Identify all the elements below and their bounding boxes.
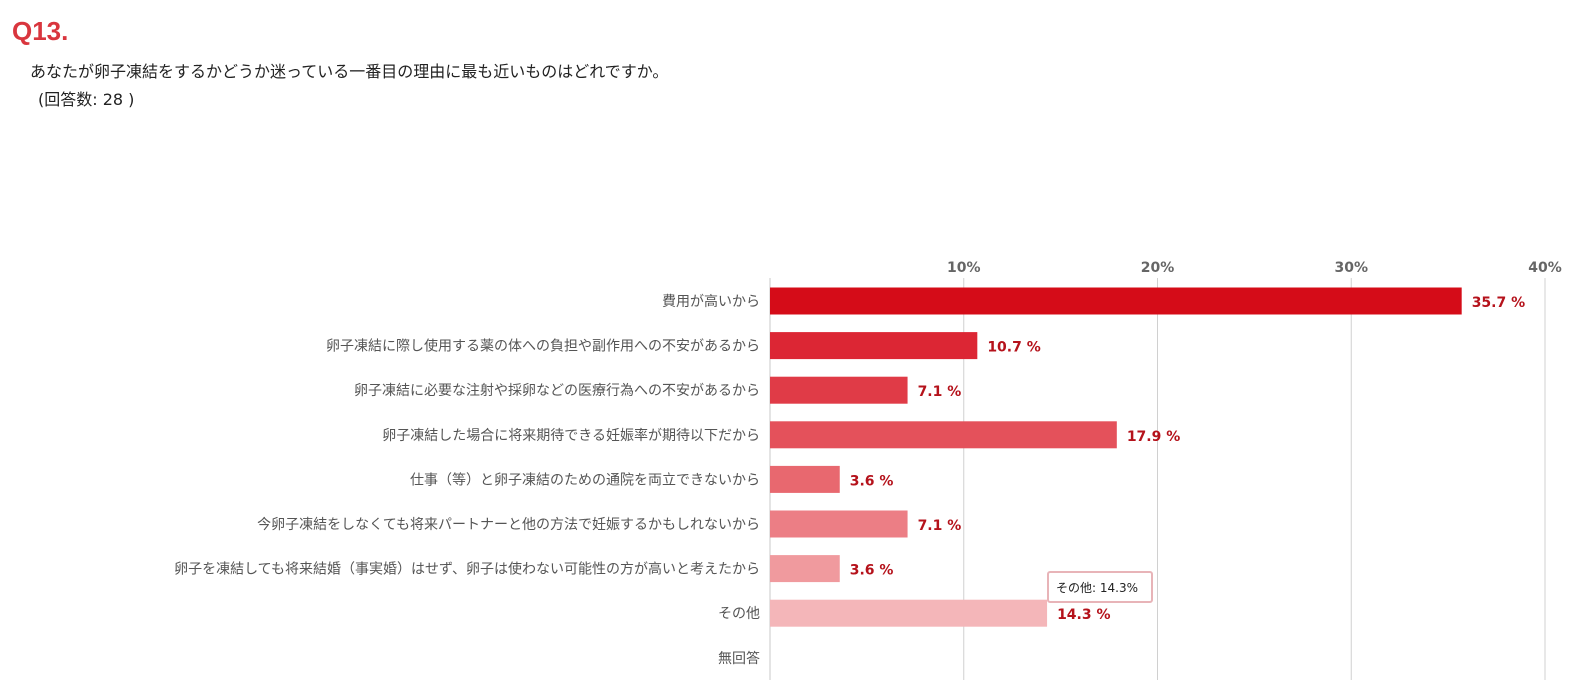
category-label: 卵子凍結した場合に将来期待できる妊娠率が期待以下だから xyxy=(382,427,760,444)
x-tick-label: 20% xyxy=(1141,260,1175,276)
value-label: 3.6 % xyxy=(850,473,894,489)
value-label: 14.3 % xyxy=(1057,607,1110,623)
value-label: 7.1 % xyxy=(918,518,962,534)
tooltip-text: その他: 14.3% xyxy=(1056,581,1138,595)
x-tick-label: 40% xyxy=(1528,260,1562,276)
category-label: 今卵子凍結をしなくても将来パートナーと他の方法で妊娠するかもしれないから xyxy=(257,517,760,533)
bar[interactable] xyxy=(770,465,840,493)
category-label: 卵子を凍結しても将来結婚（事実婚）はせず、卵子は使わない可能性の方が高いと考えた… xyxy=(174,561,760,578)
bar[interactable] xyxy=(770,555,840,583)
x-tick-label: 30% xyxy=(1334,260,1368,276)
value-label: 35.7 % xyxy=(1472,295,1525,311)
value-label: 3.6 % xyxy=(850,563,894,579)
response-count: (回答数: 28 ) xyxy=(38,90,135,109)
bar[interactable] xyxy=(770,332,978,360)
bar[interactable] xyxy=(770,376,908,404)
category-label: 仕事（等）と卵子凍結のための通院を両立できないから xyxy=(410,471,760,488)
x-tick-label: 10% xyxy=(947,260,981,276)
category-label: 卵子凍結に必要な注射や採卵などの医療行為への不安があるから xyxy=(354,382,760,399)
tooltip-box xyxy=(1047,571,1153,603)
category-label: 卵子凍結に際し使用する薬の体への負担や副作用への不安があるから xyxy=(326,338,760,355)
value-label: 7.1 % xyxy=(918,384,962,400)
question-text: あなたが卵子凍結をするかどうか迷っている一番目の理由に最も近いものはどれですか。 xyxy=(30,62,669,81)
bar[interactable] xyxy=(770,510,908,538)
category-label: 無回答 xyxy=(718,650,760,667)
bar[interactable] xyxy=(770,599,1048,627)
bar[interactable] xyxy=(770,287,1462,315)
value-label: 10.7 % xyxy=(987,340,1040,356)
value-label: 17.9 % xyxy=(1127,429,1180,445)
category-label: その他 xyxy=(718,606,760,622)
category-label: 費用が高いから xyxy=(662,293,760,310)
bar[interactable] xyxy=(770,421,1117,449)
question-number: Q13. xyxy=(12,16,69,46)
